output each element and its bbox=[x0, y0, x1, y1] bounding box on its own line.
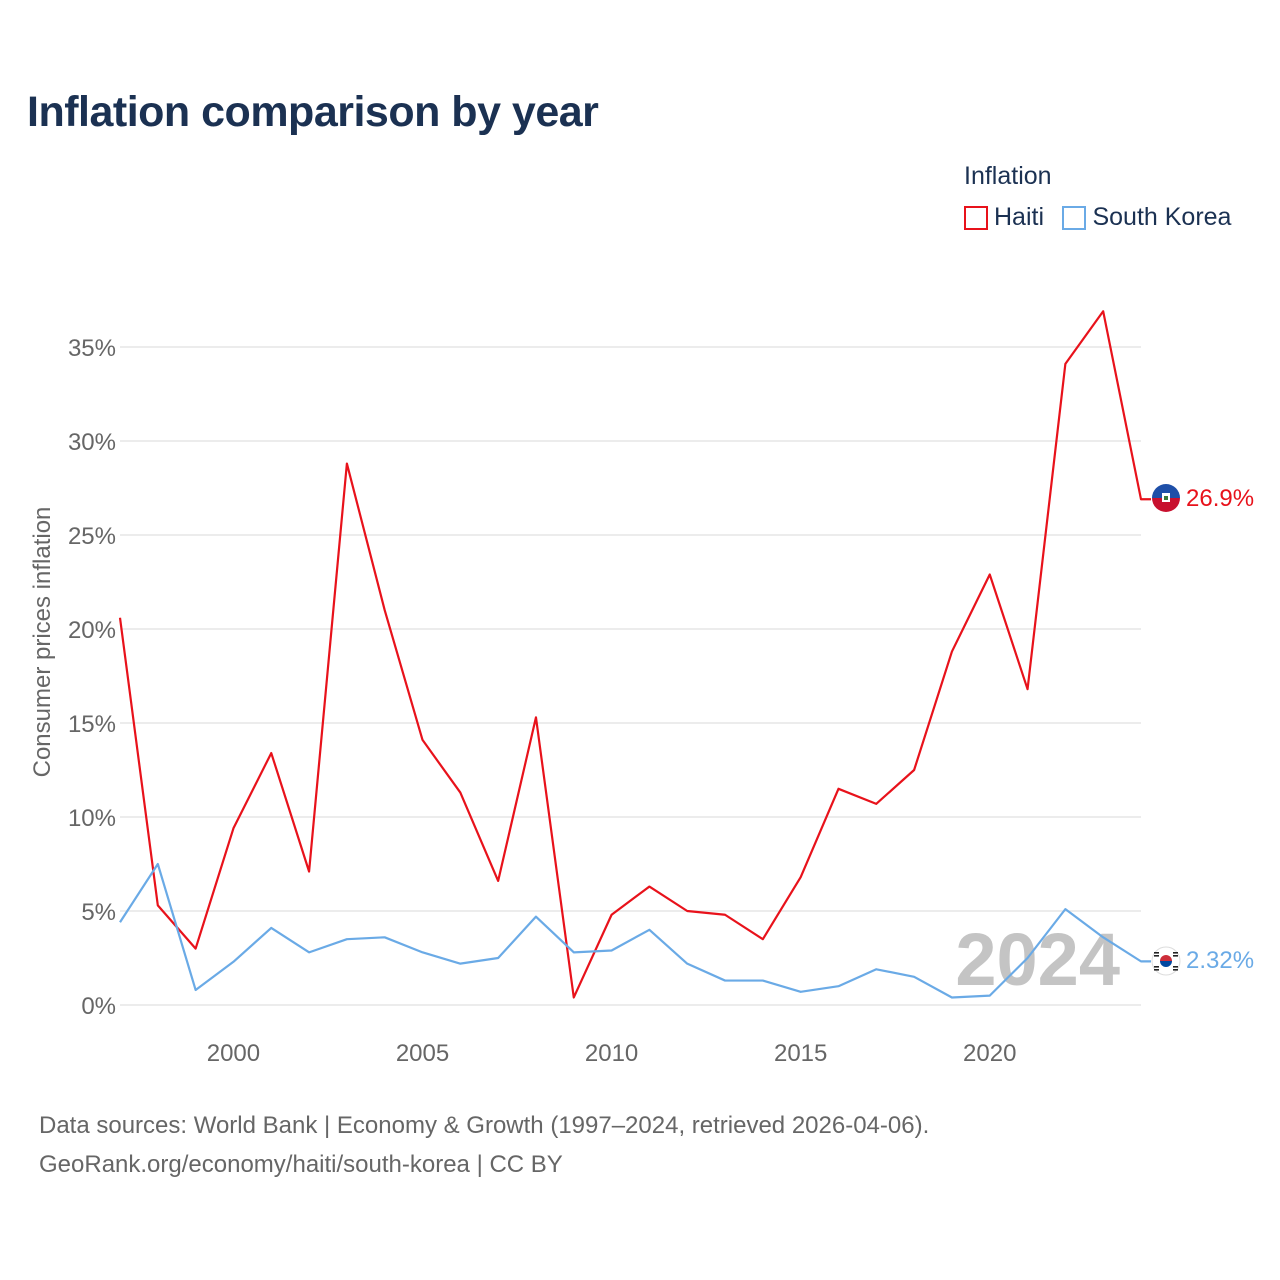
y-tick-label: 0% bbox=[81, 993, 116, 1020]
line-chart: 2024 0% 5% 10% 15% 20% 25% 30% 35% 2000 2005 2010… bbox=[29, 310, 1254, 1067]
end-markers: 26.9% 2.32% bbox=[1151, 484, 1254, 976]
y-tick-label: 35% bbox=[68, 335, 116, 362]
series-line-haiti[interactable] bbox=[118, 310, 1151, 999]
legend-item-haiti[interactable]: Haiti bbox=[964, 203, 1044, 232]
legend-swatch-haiti bbox=[964, 205, 988, 230]
legend: Inflation Haiti South Korea bbox=[964, 162, 1245, 235]
y-tick-label: 5% bbox=[81, 899, 116, 926]
legend-label-south-korea: South Korea bbox=[1092, 203, 1232, 231]
y-tick-label: 20% bbox=[68, 617, 116, 644]
x-tick-label: 2015 bbox=[774, 1040, 827, 1067]
y-tick-label: 25% bbox=[68, 523, 116, 550]
south-korea-end-label: 2.32% bbox=[1186, 947, 1254, 974]
legend-swatch-south-korea bbox=[1062, 205, 1087, 230]
x-tick-label: 2010 bbox=[585, 1040, 638, 1067]
haiti-end-label: 26.9% bbox=[1186, 485, 1254, 512]
y-tick-label: 30% bbox=[68, 429, 116, 456]
legend-item-south-korea[interactable]: South Korea bbox=[1062, 203, 1231, 232]
x-tick-label: 2005 bbox=[396, 1040, 449, 1067]
legend-label-haiti: Haiti bbox=[994, 203, 1045, 231]
y-tick-label: 15% bbox=[68, 711, 116, 738]
series-line-south-korea[interactable] bbox=[119, 862, 1151, 999]
haiti-flag-icon bbox=[1152, 484, 1180, 512]
y-axis: 0% 5% 10% 15% 20% 25% 30% 35% bbox=[68, 335, 116, 1020]
x-axis: 2000 2005 2010 2015 2020 bbox=[207, 1040, 1017, 1067]
source-line-1: Data sources: World Bank | Economy & Gro… bbox=[39, 1112, 930, 1139]
source-line-2[interactable]: GeoRank.org/economy/haiti/south-korea | … bbox=[39, 1151, 563, 1178]
y-tick-label: 10% bbox=[68, 805, 116, 832]
grid-lines bbox=[120, 346, 1141, 1006]
south-korea-flag-icon bbox=[1151, 946, 1181, 976]
x-tick-label: 2000 bbox=[207, 1040, 260, 1067]
source-note: Data sources: World Bank | Economy & Gro… bbox=[39, 1106, 929, 1184]
x-tick-label: 2020 bbox=[963, 1040, 1016, 1067]
legend-title: Inflation bbox=[964, 162, 1052, 190]
y-axis-label: Consumer prices inflation bbox=[29, 507, 56, 778]
chart-title: Inflation comparison by year bbox=[27, 88, 599, 136]
series-lines bbox=[118, 310, 1151, 999]
year-watermark: 2024 bbox=[955, 918, 1120, 1001]
